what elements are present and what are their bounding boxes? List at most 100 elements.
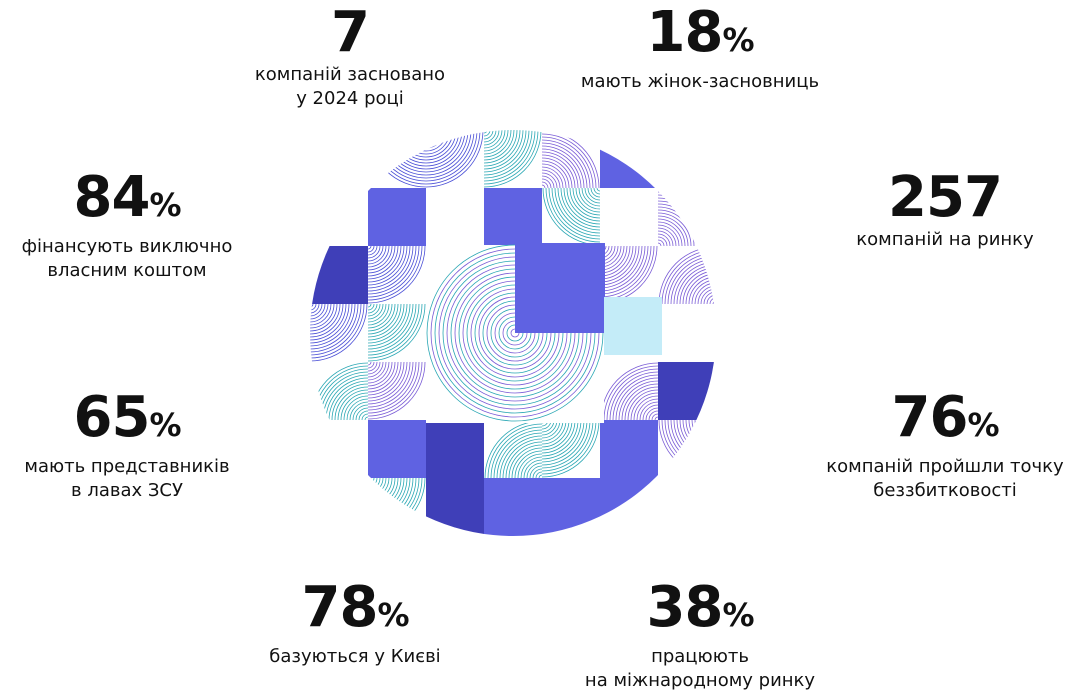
arc <box>658 197 707 246</box>
stat-description: працюють <box>651 646 749 667</box>
stat-value: 7 <box>331 0 370 65</box>
stat-value: 78 <box>301 575 379 640</box>
arc <box>407 130 426 149</box>
stat: 7 компаній засновано у 2024 році <box>200 3 500 111</box>
arc <box>673 261 716 304</box>
arc <box>709 297 716 304</box>
arc <box>410 130 426 146</box>
arc <box>658 246 716 304</box>
stat: 76% компаній пройшли точку беззбитковості <box>795 388 1080 503</box>
arc <box>703 420 716 433</box>
arc <box>709 420 716 427</box>
arc <box>682 270 716 304</box>
arc <box>426 130 442 146</box>
arc <box>426 130 439 143</box>
stat-description: компаній засновано <box>254 64 446 85</box>
stat-suffix: % <box>149 186 181 224</box>
arc <box>679 267 716 304</box>
center-tile <box>515 243 605 333</box>
tile <box>484 478 542 536</box>
arc <box>703 291 716 304</box>
stat-suffix: % <box>149 406 181 444</box>
arc <box>340 130 368 158</box>
stat-description: мають жінок-засновниць <box>580 71 820 92</box>
arc <box>358 130 368 140</box>
stat: 84% фінансують виключно власним коштом <box>0 168 277 283</box>
tile <box>368 188 426 246</box>
tile <box>484 188 542 246</box>
tile <box>600 478 658 536</box>
stat-number: 84% <box>0 168 277 235</box>
arc <box>413 130 426 143</box>
arc <box>368 362 411 405</box>
stat-number: 65% <box>0 388 277 455</box>
arc <box>658 233 671 246</box>
arc <box>658 230 674 246</box>
arc <box>697 285 716 304</box>
arc <box>349 130 368 149</box>
tile <box>600 130 658 188</box>
arc <box>484 130 497 143</box>
arc <box>426 130 451 155</box>
arc <box>419 130 426 137</box>
arc <box>352 130 368 146</box>
stat-description: фінансують виключно <box>21 236 233 257</box>
tile <box>310 246 368 304</box>
arc <box>706 420 716 430</box>
stat-number: 257 <box>795 168 1080 228</box>
stat: 65% мають представників в лавах ЗСУ <box>0 388 277 503</box>
arc <box>700 420 716 436</box>
stat-value: 84 <box>73 165 151 230</box>
arc <box>426 130 436 140</box>
stat-description: власним коштом <box>47 260 207 281</box>
arc <box>368 362 414 408</box>
arc <box>658 200 704 246</box>
arc <box>658 191 713 246</box>
tile <box>310 478 368 536</box>
arc <box>368 362 381 375</box>
stat-number: 78% <box>205 578 505 645</box>
arc <box>484 130 488 134</box>
arc <box>426 130 448 152</box>
stat-description: в лавах ЗСУ <box>71 480 183 501</box>
stat-value: 18 <box>646 0 724 65</box>
arc <box>658 242 662 246</box>
arc <box>697 420 716 439</box>
arc <box>346 130 368 152</box>
stat-number: 7 <box>200 3 500 63</box>
arc <box>670 258 716 304</box>
arc <box>426 130 430 134</box>
arc <box>658 221 683 246</box>
arc <box>361 130 368 137</box>
stat-description: компаній пройшли точку <box>826 456 1064 477</box>
stat-description: на міжнародному ринку <box>584 670 816 691</box>
stat-number: 76% <box>795 388 1080 455</box>
arc <box>422 130 426 134</box>
arc <box>691 279 716 304</box>
tile <box>658 362 716 420</box>
arc <box>658 227 677 246</box>
arc <box>700 288 716 304</box>
arc <box>368 362 393 387</box>
tile <box>542 478 600 536</box>
arc <box>484 130 509 155</box>
arc <box>484 130 512 158</box>
arc <box>364 130 368 134</box>
tile <box>368 420 426 478</box>
tile <box>600 420 658 478</box>
arc <box>368 362 423 417</box>
stat-value: 65 <box>73 385 151 450</box>
tile <box>426 478 484 536</box>
arc <box>658 203 701 246</box>
stat-suffix: % <box>377 596 409 634</box>
arc <box>484 130 500 146</box>
stat-description: базуються у Києві <box>269 646 441 667</box>
stat-value: 76 <box>891 385 969 450</box>
arc <box>426 130 445 149</box>
stat: 78% базуються у Києві <box>205 578 505 669</box>
stat-suffix: % <box>722 21 754 59</box>
stat-description: мають представників <box>24 456 230 477</box>
arc <box>661 249 716 304</box>
